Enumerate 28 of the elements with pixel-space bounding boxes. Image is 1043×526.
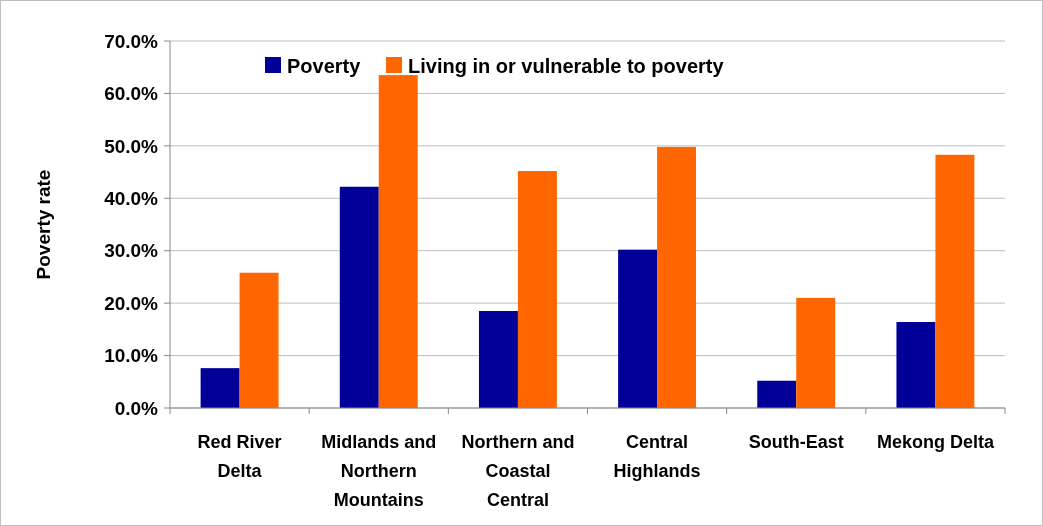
bar (478, 311, 518, 408)
bar (200, 368, 240, 408)
bar (239, 272, 279, 408)
bar (339, 186, 379, 408)
bar (618, 249, 658, 408)
legend-label: Poverty (287, 55, 362, 77)
y-tick-label: 40.0% (104, 187, 159, 209)
y-tick-label: 20.0% (104, 292, 159, 314)
x-tick-label: Central Highlands (613, 432, 701, 481)
y-tick-label: 0.0% (114, 397, 159, 419)
bar (935, 154, 975, 408)
y-tick-label: 10.0% (104, 345, 159, 367)
x-tick-label: South-East (748, 432, 844, 452)
x-tick-label: Midlands and Northern Mountains (321, 432, 437, 510)
legend-label: Living in or vulnerable to poverty (408, 55, 725, 77)
bar (796, 297, 836, 408)
y-tick-label: 60.0% (104, 83, 159, 105)
bar (757, 380, 797, 408)
bar (896, 322, 936, 408)
bar (517, 171, 557, 408)
y-tick-label: 50.0% (104, 135, 159, 157)
y-tick-label: 30.0% (104, 240, 159, 262)
y-tick-label: 70.0% (104, 30, 159, 52)
x-tick-label: Mekong Delta (876, 432, 995, 452)
x-tick-label: Northern and Coastal Central (461, 432, 575, 510)
bar (657, 146, 697, 408)
y-axis-title: Poverty rate (33, 169, 54, 280)
x-tick-label: Red River Delta (197, 432, 282, 481)
